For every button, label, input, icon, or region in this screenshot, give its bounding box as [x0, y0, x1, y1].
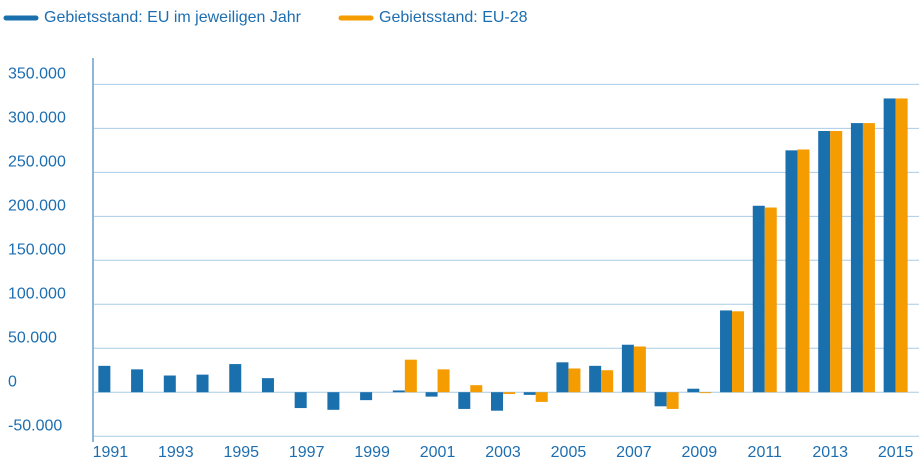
bar: [797, 149, 810, 393]
bar: [568, 368, 581, 393]
bar: [850, 123, 863, 393]
bar: [556, 362, 569, 393]
bar: [830, 131, 843, 393]
x-tick-label: 2015: [878, 444, 914, 461]
x-tick-label: 1993: [158, 444, 194, 461]
legend-label: Gebietsstand: EU-28: [379, 9, 528, 26]
x-tick-label: 2005: [551, 444, 587, 461]
bar: [589, 365, 602, 393]
bar: [404, 359, 417, 393]
y-tick-label: 350.000: [8, 66, 66, 83]
y-tick-label: 0: [8, 373, 17, 390]
bar: [360, 392, 373, 401]
bar: [666, 392, 679, 409]
bar: [327, 392, 340, 410]
bar: [895, 98, 908, 393]
bar: [392, 390, 405, 393]
y-tick-label: -50.000: [8, 417, 62, 434]
bar: [764, 207, 777, 393]
bar: [294, 392, 307, 409]
bar: [633, 346, 646, 393]
x-tick-label: 1997: [289, 444, 325, 461]
y-tick-label: 200.000: [8, 198, 66, 215]
bar: [883, 98, 896, 393]
x-tick-label: 2001: [420, 444, 456, 461]
y-tick-label: 100.000: [8, 285, 66, 302]
bar: [699, 392, 712, 394]
x-tick-label: 2011: [748, 444, 783, 461]
bar: [98, 365, 111, 393]
bar: [196, 374, 209, 393]
bar: [229, 364, 242, 393]
x-tick-label: 2007: [616, 444, 652, 461]
bar: [732, 311, 745, 393]
bar: [261, 378, 274, 393]
bar: [687, 388, 700, 393]
y-tick-label: 250.000: [8, 154, 66, 171]
y-tick-label: 150.000: [8, 242, 66, 259]
bar: [535, 392, 548, 402]
x-tick-label: 2009: [682, 444, 718, 461]
bar: [621, 344, 634, 393]
bar: [503, 392, 515, 394]
bar: [437, 369, 450, 393]
bar: [163, 375, 176, 393]
bar: [470, 385, 483, 393]
bar: [458, 392, 471, 409]
bar: [785, 150, 798, 393]
x-tick-label: 2003: [485, 444, 521, 461]
bar: [654, 392, 667, 407]
bar: [491, 392, 503, 411]
y-tick-label: 300.000: [8, 110, 66, 127]
x-tick-label: 1999: [354, 444, 390, 461]
x-tick-label: 2013: [812, 444, 848, 461]
bar: [131, 369, 144, 393]
bar: [601, 370, 614, 393]
bar: [720, 310, 733, 393]
x-tick-label: 1991: [93, 444, 129, 461]
bar: [523, 392, 536, 395]
legend-label: Gebietsstand: EU im jeweiligen Jahr: [44, 9, 302, 26]
bar: [862, 123, 875, 393]
x-tick-label: 1995: [223, 444, 259, 461]
bar: [425, 392, 438, 397]
y-tick-label: 50.000: [8, 329, 57, 346]
bar: [818, 131, 831, 393]
bar: [752, 205, 765, 393]
